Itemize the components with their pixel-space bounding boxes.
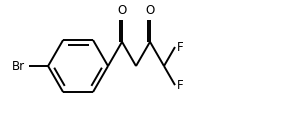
Text: Br: Br	[12, 60, 25, 73]
Text: F: F	[177, 79, 184, 92]
Text: O: O	[145, 4, 155, 17]
Text: F: F	[177, 41, 184, 54]
Text: O: O	[117, 4, 127, 17]
